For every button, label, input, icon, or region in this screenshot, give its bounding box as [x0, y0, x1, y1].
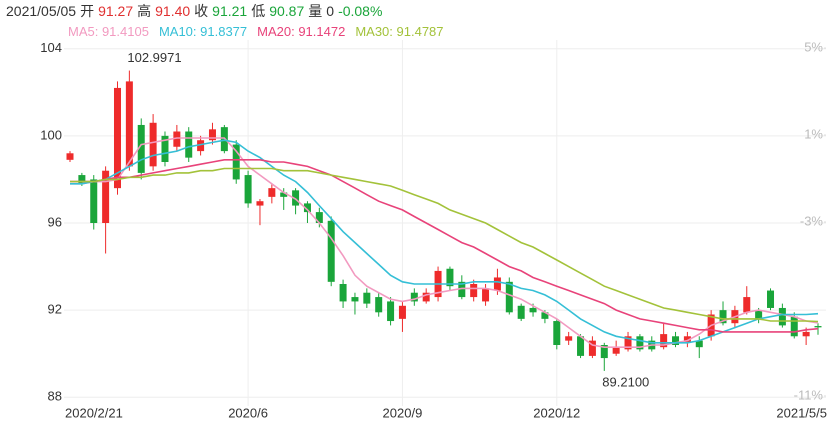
candle-body	[612, 347, 620, 354]
header: 2021/05/05 开 91.27 高 91.40 收 91.21 低 90.87 量 0 -0.0…	[6, 3, 382, 19]
legend-entry: MA5: 91.4105	[68, 24, 149, 39]
candle-body	[208, 129, 216, 141]
candle-body	[339, 284, 347, 302]
y-tick-label: 96	[48, 214, 62, 229]
ma-line	[70, 159, 819, 333]
x-tick-label: 2020/2/21	[65, 405, 123, 420]
candle-body	[541, 312, 549, 319]
header-item: 量	[308, 3, 322, 19]
y-tick-label: 92	[48, 302, 62, 317]
x-tick-label: 2020/6	[228, 405, 268, 420]
y-tick-label: 88	[48, 389, 62, 404]
candle-body	[743, 297, 751, 313]
header-item: 91.21	[212, 3, 247, 19]
annotation: 102.9971	[127, 50, 181, 65]
candle-body	[66, 153, 74, 160]
candle-body	[600, 345, 608, 359]
candle-body	[672, 336, 680, 345]
annotation: 89.2100	[602, 374, 649, 389]
candle-body	[410, 292, 418, 302]
legend-entry: MA30: 91.4787	[355, 24, 443, 39]
x-tick-label: 2020/12	[533, 405, 580, 420]
candle-body	[636, 336, 644, 350]
candle-body	[814, 326, 822, 328]
candle-body	[256, 201, 264, 206]
y-tick-label: 100	[40, 127, 62, 142]
candle-body	[577, 336, 585, 356]
y2-tick-label: -11%	[794, 387, 824, 402]
candle-body	[125, 81, 133, 167]
candle-body	[268, 188, 276, 197]
candle-body	[802, 331, 810, 337]
candle-body	[197, 140, 205, 152]
candle-body	[767, 290, 775, 308]
legend-entry: MA10: 91.8377	[159, 24, 247, 39]
candle-body	[363, 292, 371, 304]
candle-body	[315, 212, 323, 223]
candle-body	[113, 87, 121, 189]
y2-tick-label: 5%	[804, 39, 823, 54]
ma-line	[70, 139, 819, 344]
candle-body	[292, 190, 300, 206]
candle-body	[505, 281, 513, 313]
legend: MA5: 91.4105 MA10: 91.8377 MA20: 91.1472 MA…	[68, 24, 444, 39]
candle-body	[517, 305, 525, 319]
candle-body	[553, 321, 561, 345]
candle-body	[232, 144, 240, 180]
header-item: 高	[137, 3, 151, 19]
candle-body	[161, 135, 169, 162]
candle-body	[90, 179, 98, 223]
candle-body	[102, 170, 110, 223]
candle-body	[755, 310, 763, 319]
header-item: 低	[251, 3, 265, 19]
header-item: 90.87	[269, 3, 304, 19]
candle-body	[422, 292, 430, 302]
candle-body	[683, 336, 691, 343]
candle-body	[351, 297, 359, 302]
candle-body	[327, 220, 335, 282]
candle-body	[173, 131, 181, 147]
y2-tick-label: 1%	[804, 126, 823, 141]
candle-body	[660, 334, 668, 348]
header-item: 收	[194, 3, 208, 19]
candle-body	[280, 192, 288, 197]
header-item: 2021/05/05	[6, 3, 76, 19]
candle-body	[387, 301, 395, 322]
candle-body	[565, 336, 573, 341]
candle-body	[375, 297, 383, 313]
candle-body	[446, 268, 454, 287]
y2-tick-label: -3%	[800, 213, 824, 228]
ma-line	[70, 137, 819, 348]
ma-line	[70, 167, 819, 323]
candle-body	[624, 336, 632, 350]
candle-body	[149, 122, 157, 167]
header-item: 91.27	[98, 3, 133, 19]
candle-body	[303, 203, 311, 213]
candle-body	[493, 277, 501, 291]
candle-body	[529, 307, 537, 313]
legend-entry: MA20: 91.1472	[257, 24, 345, 39]
candle-body	[185, 131, 193, 158]
candle-body	[695, 340, 703, 348]
header-item: 91.40	[155, 3, 190, 19]
candle-body	[458, 281, 466, 298]
x-tick-label: 2021/5/5	[776, 405, 827, 420]
candle-body	[398, 305, 406, 319]
candle-body	[78, 175, 86, 184]
header-item: 0	[326, 3, 334, 19]
candle-body	[244, 175, 252, 204]
candle-body	[482, 288, 490, 302]
candle-body	[719, 310, 727, 324]
header-item: 开	[80, 3, 94, 19]
candle-body	[137, 124, 145, 173]
header-item: -0.08%	[338, 3, 382, 19]
y-tick-label: 104	[40, 40, 62, 55]
candle-body	[778, 307, 786, 326]
candle-body	[790, 316, 798, 337]
x-tick-label: 2020/9	[383, 405, 423, 420]
candle-body	[588, 340, 596, 356]
candle-body	[470, 284, 478, 298]
